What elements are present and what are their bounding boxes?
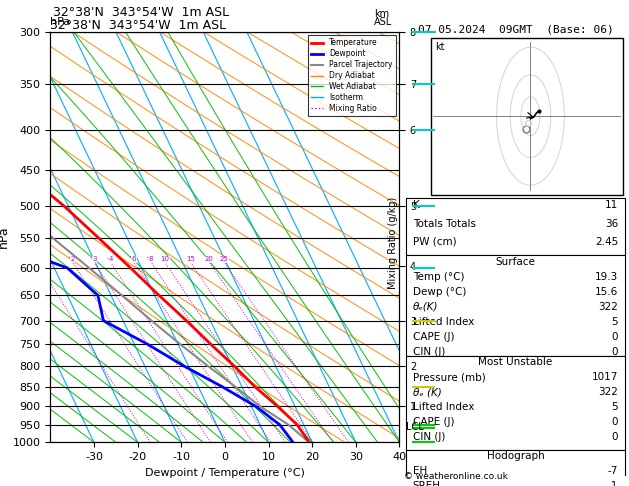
Text: SREH: SREH — [413, 481, 441, 486]
X-axis label: Dewpoint / Temperature (°C): Dewpoint / Temperature (°C) — [145, 468, 305, 478]
Text: 322: 322 — [598, 302, 618, 312]
Text: Dewp (°C): Dewp (°C) — [413, 287, 466, 297]
Text: hPa: hPa — [50, 17, 70, 27]
Text: 2.45: 2.45 — [595, 237, 618, 247]
Text: K: K — [413, 200, 420, 210]
Text: 322: 322 — [598, 387, 618, 397]
Text: Most Unstable: Most Unstable — [478, 357, 553, 367]
Text: 32°38'N  343°54'W  1m ASL: 32°38'N 343°54'W 1m ASL — [50, 18, 226, 32]
Text: 6: 6 — [131, 256, 136, 262]
Text: kt: kt — [435, 42, 445, 52]
Text: 11: 11 — [605, 200, 618, 210]
Text: 19.3: 19.3 — [595, 272, 618, 282]
Text: ASL: ASL — [374, 17, 392, 27]
Text: 4: 4 — [108, 256, 113, 262]
Text: Temp (°C): Temp (°C) — [413, 272, 464, 282]
Text: Totals Totals: Totals Totals — [413, 219, 476, 228]
Text: 36: 36 — [605, 219, 618, 228]
Text: -7: -7 — [608, 466, 618, 476]
Text: EH: EH — [413, 466, 427, 476]
Text: 8: 8 — [149, 256, 153, 262]
Text: 2: 2 — [70, 256, 75, 262]
Text: Lifted Index: Lifted Index — [413, 402, 474, 412]
Bar — [406, 356, 625, 451]
Text: Mixing Ratio (g/kg): Mixing Ratio (g/kg) — [388, 197, 398, 289]
Text: Hodograph: Hodograph — [487, 451, 544, 461]
Text: 0: 0 — [611, 432, 618, 442]
Y-axis label: hPa: hPa — [0, 226, 10, 248]
Bar — [406, 198, 625, 255]
Text: 32°38'N  343°54'W  1m ASL: 32°38'N 343°54'W 1m ASL — [53, 6, 230, 19]
Text: -1: -1 — [608, 481, 618, 486]
Text: 3: 3 — [92, 256, 97, 262]
Text: Surface: Surface — [496, 257, 535, 267]
Bar — [431, 38, 623, 194]
Text: 0: 0 — [611, 332, 618, 342]
Text: 15: 15 — [186, 256, 195, 262]
Text: km: km — [374, 9, 389, 19]
Text: Lifted Index: Lifted Index — [413, 317, 474, 327]
Bar — [406, 450, 625, 486]
Text: 25: 25 — [220, 256, 229, 262]
Text: 20: 20 — [205, 256, 214, 262]
Text: PW (cm): PW (cm) — [413, 237, 457, 247]
Text: CIN (J): CIN (J) — [413, 347, 445, 357]
Text: CAPE (J): CAPE (J) — [413, 332, 454, 342]
Legend: Temperature, Dewpoint, Parcel Trajectory, Dry Adiabat, Wet Adiabat, Isotherm, Mi: Temperature, Dewpoint, Parcel Trajectory… — [308, 35, 396, 116]
Text: © weatheronline.co.uk: © weatheronline.co.uk — [404, 472, 508, 481]
Text: CAPE (J): CAPE (J) — [413, 417, 454, 427]
Text: 5: 5 — [611, 402, 618, 412]
Text: CIN (J): CIN (J) — [413, 432, 445, 442]
Text: 1017: 1017 — [592, 372, 618, 382]
Text: 0: 0 — [611, 347, 618, 357]
Text: 10: 10 — [160, 256, 169, 262]
Text: 0: 0 — [611, 417, 618, 427]
Text: θₑ(K): θₑ(K) — [413, 302, 438, 312]
Text: 5: 5 — [611, 317, 618, 327]
Text: 07.05.2024  09GMT  (Base: 06): 07.05.2024 09GMT (Base: 06) — [418, 24, 613, 34]
Text: θₑ (K): θₑ (K) — [413, 387, 442, 397]
Text: 15.6: 15.6 — [595, 287, 618, 297]
Text: Pressure (mb): Pressure (mb) — [413, 372, 486, 382]
Bar — [406, 255, 625, 356]
Text: LCL: LCL — [406, 421, 424, 432]
